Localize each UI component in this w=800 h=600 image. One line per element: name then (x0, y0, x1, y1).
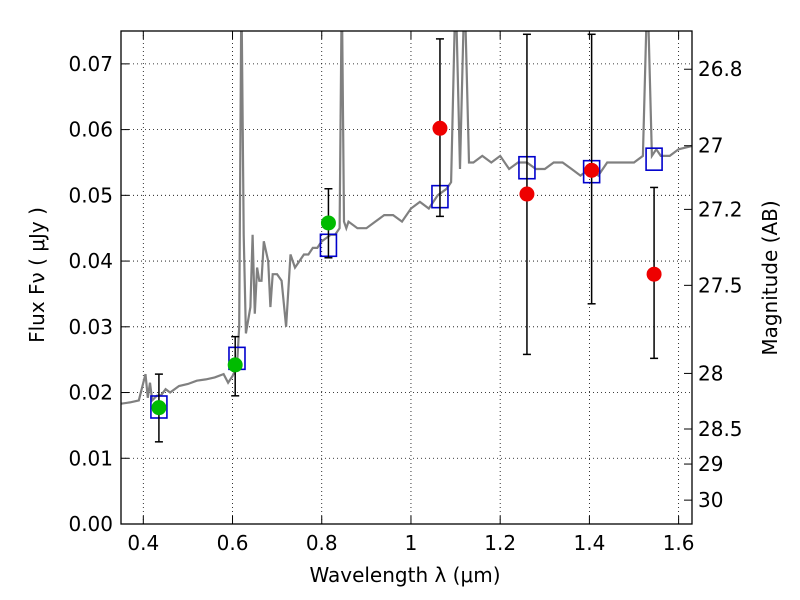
upper-point (584, 162, 600, 178)
y2-tick-label: 28 (698, 361, 723, 385)
model-layer (150, 147, 663, 419)
detected-point (320, 215, 336, 231)
y-tick-label: 0.07 (68, 52, 113, 76)
model-point (645, 147, 663, 171)
y-tick-label: 0.00 (68, 512, 113, 536)
x-axis-label: Wavelength λ (μm) (309, 563, 500, 587)
x-ticks: 0.4 0.6 0.8 1 1.2 1.4 1.6 (127, 31, 695, 555)
y-tick-label: 0.04 (68, 249, 113, 273)
y2-tick-label: 27.5 (698, 273, 743, 297)
x-tick-label: 1.4 (573, 531, 605, 555)
y2-ticks: 26.8 27 27.2 27.5 28 28.5 29 30 (684, 57, 743, 512)
detected-point (151, 400, 167, 416)
y2-tick-label: 28.5 (698, 417, 743, 441)
spectrum-line (121, 31, 692, 405)
y-tick-label: 0.01 (68, 446, 113, 470)
y-ticks: 0.00 0.01 0.02 0.03 0.04 0.05 0.06 0.07 (68, 52, 129, 536)
upper-point (646, 266, 662, 282)
y2-tick-label: 26.8 (698, 57, 743, 81)
y-tick-label: 0.05 (68, 183, 113, 207)
x-tick-label: 1.2 (484, 531, 516, 555)
x-tick-label: 1 (405, 531, 418, 555)
y-tick-label: 0.03 (68, 315, 113, 339)
x-tick-label: 0.4 (127, 531, 159, 555)
x-tick-label: 0.6 (217, 531, 249, 555)
x-tick-label: 1.6 (663, 531, 695, 555)
plot-frame (120, 30, 693, 525)
y-axis-label: Flux Fν ( μJy ) (25, 207, 49, 343)
gridlines (121, 31, 692, 525)
spectrum-layer (121, 31, 692, 405)
y-tick-label: 0.02 (68, 381, 113, 405)
y2-tick-label: 27 (698, 134, 723, 158)
y2-tick-label: 29 (698, 452, 723, 476)
points-layer (151, 120, 662, 416)
upper-point (519, 186, 535, 202)
x-tick-label: 0.8 (306, 531, 338, 555)
y2-axis-label: Magnitude (AB) (758, 200, 782, 355)
y2-tick-label: 30 (698, 488, 723, 512)
detected-point (227, 357, 243, 373)
upper-point (432, 120, 448, 136)
y-tick-label: 0.06 (68, 118, 113, 142)
y2-tick-label: 27.2 (698, 197, 743, 221)
